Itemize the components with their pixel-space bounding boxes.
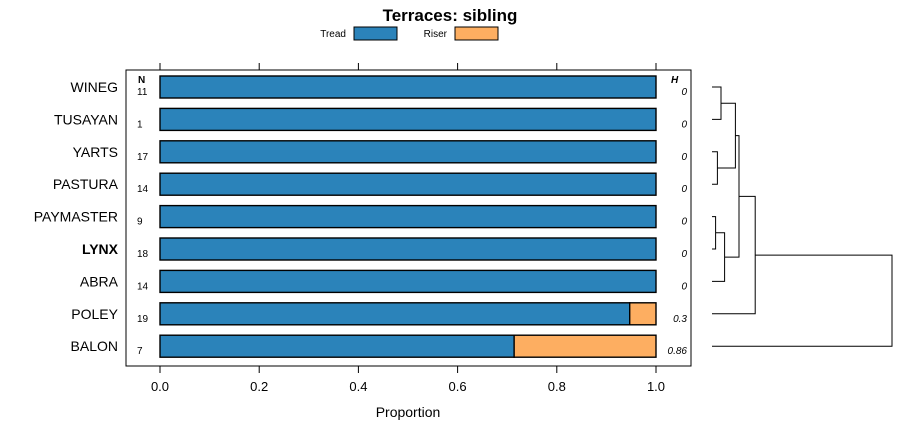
legend-swatch-tread	[353, 26, 398, 41]
x-tick-label: 0.6	[449, 379, 467, 394]
legend: Tread Riser	[320, 26, 499, 41]
n-value: 19	[137, 314, 149, 325]
category-label-tusayan: TUSAYAN	[54, 111, 118, 127]
h-value: 0	[681, 249, 687, 260]
category-label-pastura: PASTURA	[53, 176, 119, 192]
x-axis-title: Proportion	[376, 404, 441, 420]
n-value: 18	[137, 249, 149, 260]
category-label-lynx: LYNX	[82, 241, 119, 257]
h-value: 0	[681, 281, 687, 292]
category-label-paymaster: PAYMASTER	[34, 209, 118, 225]
category-label-poley: POLEY	[71, 306, 118, 322]
category-label-abra: ABRA	[80, 273, 119, 289]
bar-segment-riser-balon	[513, 334, 657, 358]
x-tick-label: 0.2	[250, 379, 268, 394]
n-value: 1	[137, 119, 143, 130]
bar-segment-tread-tusayan	[159, 107, 657, 132]
h-column-header: H	[671, 75, 679, 86]
n-column-header: N	[138, 75, 145, 86]
h-value: 0	[681, 87, 687, 98]
h-value: 0.3	[673, 314, 687, 325]
x-tick-label: 0.4	[349, 379, 367, 394]
dendrogram-link	[724, 135, 740, 258]
n-value: 14	[137, 281, 149, 292]
category-label-balon: BALON	[71, 338, 118, 354]
dendrogram-link	[712, 195, 756, 315]
n-value: 14	[137, 184, 149, 195]
plot-panel	[125, 69, 692, 367]
n-value: 9	[137, 217, 143, 228]
x-tick-label: 1.0	[647, 379, 665, 394]
dendrogram-link	[717, 102, 736, 169]
n-value: 7	[137, 346, 143, 357]
legend-swatch-riser	[454, 26, 499, 41]
dendrogram-link	[712, 216, 717, 250]
dendrogram-link	[712, 151, 718, 185]
bar-segment-tread-abra	[159, 269, 657, 294]
bar-segment-tread-lynx	[159, 237, 657, 261]
h-value: 0	[681, 217, 687, 228]
h-value: 0	[681, 119, 687, 130]
n-value: 11	[137, 87, 148, 98]
h-value: 0.86	[668, 346, 688, 357]
h-value: 0	[681, 152, 687, 163]
h-value: 0	[681, 184, 687, 195]
category-label-yarts: YARTS	[73, 144, 118, 160]
x-tick-label: 0.8	[548, 379, 566, 394]
bar-segment-riser-poley	[629, 302, 657, 326]
bar-segment-tread-yarts	[159, 140, 657, 164]
bars	[159, 75, 657, 358]
x-axis-ticks: 0.0 0.2 0.4 0.6 0.8 1.0	[151, 63, 665, 394]
legend-label-riser: Riser	[424, 29, 448, 40]
dendrogram-link	[712, 232, 726, 282]
category-label-wineg: WINEG	[71, 79, 118, 95]
chart-title: Terraces: sibling	[383, 6, 518, 25]
dendrogram	[712, 86, 893, 347]
bar-segment-tread-wineg	[159, 75, 657, 99]
dendrogram-link	[712, 86, 722, 120]
n-value: 17	[137, 152, 149, 163]
bar-segment-tread-pastura	[159, 172, 657, 196]
bar-segment-tread-balon	[159, 334, 515, 358]
row-labels: WINEG 11 0 TUSAYAN 1 0 YARTS 17 0 PASTURA 14 0 PAYMA…	[34, 79, 688, 357]
bar-segment-tread-poley	[159, 302, 631, 326]
x-tick-label: 0.0	[151, 379, 169, 394]
bar-segment-tread-paymaster	[159, 204, 657, 229]
legend-label-tread: Tread	[320, 29, 346, 40]
dendrogram-link	[712, 254, 893, 347]
